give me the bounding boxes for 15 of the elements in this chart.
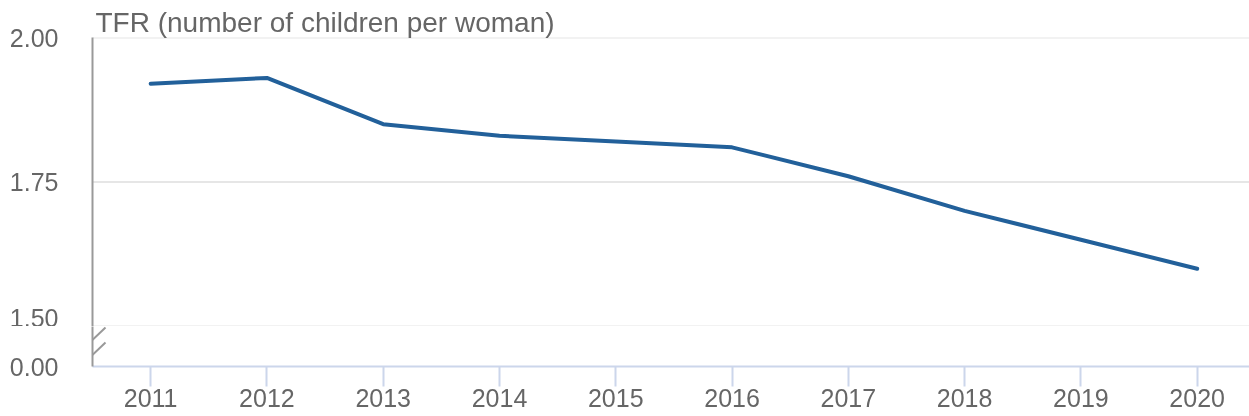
y-tick-label: 2.00 xyxy=(9,23,59,52)
text: 0.00 xyxy=(9,352,59,381)
y-axis-title: TFR (number of children per woman) xyxy=(95,6,555,38)
x-tick-label: 2013 xyxy=(355,383,412,412)
x-tick-label: 2020 xyxy=(1169,383,1225,412)
x-tick-label: 2016 xyxy=(704,383,760,412)
y-tick-label: 1.50 xyxy=(9,303,59,332)
x-tick-label: 2019 xyxy=(1053,383,1109,412)
x-tick-label: 2018 xyxy=(936,383,993,412)
x-tick-label: 2017 xyxy=(820,383,877,412)
y-tick-label: 1.75 xyxy=(9,168,59,196)
x-tick-label: 2012 xyxy=(239,383,295,412)
x-tick-label: 2015 xyxy=(587,383,644,412)
x-tick-label: 2014 xyxy=(471,383,528,412)
x-tick-label: 2011 xyxy=(123,383,178,412)
